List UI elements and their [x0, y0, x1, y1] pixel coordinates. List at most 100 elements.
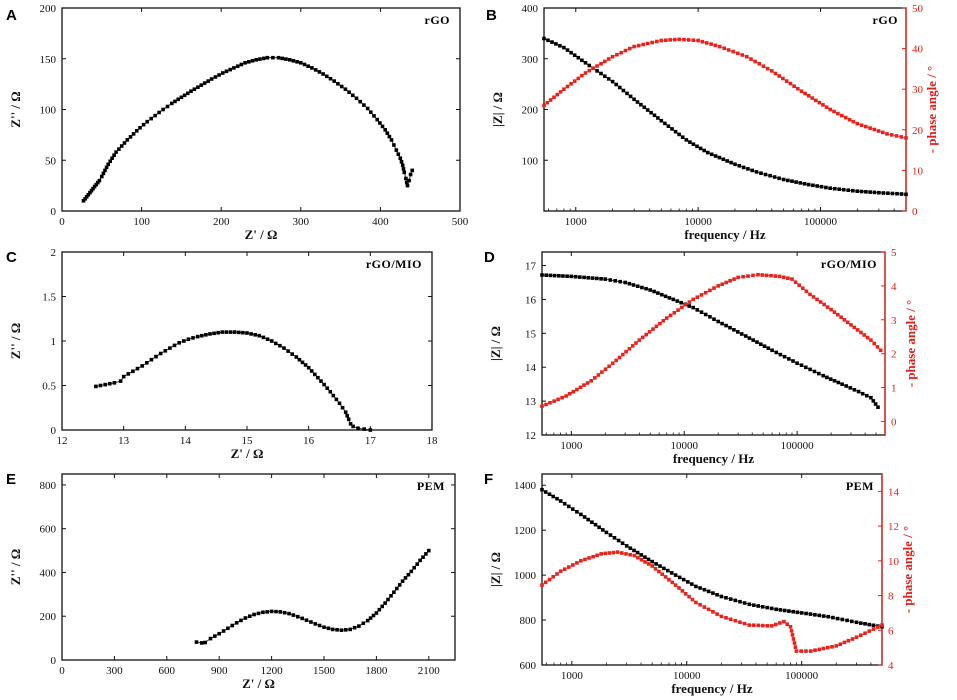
data-point — [824, 105, 829, 109]
data-point — [114, 150, 118, 154]
y2-tick-label: 10 — [888, 556, 900, 568]
data-point — [708, 288, 712, 293]
data-point — [599, 552, 603, 556]
y-axis: 12 13 14 15 16 17 |Z| / Ω — [488, 261, 546, 442]
panel-title: PEM — [846, 479, 874, 493]
panel-letter: F — [484, 471, 493, 488]
x-tick-label: 300 — [106, 665, 123, 677]
data-point — [309, 620, 313, 624]
data-point — [859, 123, 864, 127]
data-point — [614, 82, 618, 87]
data-point — [591, 66, 595, 71]
panel-title: PEM — [417, 479, 445, 493]
data-point — [131, 369, 135, 374]
data-point — [554, 42, 558, 46]
data-point — [540, 404, 544, 408]
data-point — [702, 148, 706, 153]
data-point — [778, 352, 783, 357]
data-point — [672, 37, 677, 42]
series-nyquist — [94, 330, 373, 432]
data-point — [815, 184, 819, 188]
data-point — [793, 280, 798, 284]
data-point — [643, 560, 647, 564]
data-point — [711, 591, 715, 595]
data-point — [720, 321, 724, 326]
data-point — [89, 188, 94, 193]
y2-tick-label: 0 — [891, 416, 897, 428]
data-point — [695, 295, 700, 299]
data-point — [819, 184, 824, 189]
data-point — [567, 392, 572, 396]
series-line — [541, 551, 883, 652]
data-point — [790, 179, 794, 183]
data-point — [400, 579, 405, 583]
x-tick-label: 18 — [427, 435, 439, 447]
data-point — [345, 414, 349, 418]
data-point — [765, 605, 769, 610]
data-point — [899, 192, 904, 196]
data-point — [325, 74, 329, 79]
y-axis-title: Z'' / Ω — [8, 323, 23, 359]
data-point — [646, 557, 651, 562]
data-point — [859, 633, 863, 637]
data-point — [627, 281, 632, 286]
data-point — [786, 178, 790, 183]
data-point — [404, 176, 408, 181]
data-point — [378, 121, 382, 125]
data-point — [558, 44, 562, 48]
data-point — [842, 640, 847, 645]
data-point — [295, 60, 299, 64]
data-point — [575, 561, 579, 565]
data-point — [832, 186, 837, 191]
data-point — [409, 569, 414, 574]
data-point — [817, 100, 822, 105]
data-point — [606, 77, 611, 81]
data-point — [703, 290, 708, 295]
data-point — [752, 603, 756, 607]
data-point — [84, 195, 89, 199]
data-point — [709, 152, 714, 157]
data-point — [635, 284, 640, 288]
data-point — [265, 55, 270, 60]
data-point — [743, 334, 748, 338]
data-point — [862, 333, 867, 337]
x-tick-label: 1500 — [313, 665, 336, 677]
data-point — [199, 83, 204, 87]
data-point — [403, 576, 408, 580]
data-point — [781, 76, 785, 81]
data-point — [243, 616, 248, 620]
data-point — [713, 154, 718, 158]
data-point — [852, 388, 857, 392]
data-point — [724, 596, 728, 600]
data-point — [306, 64, 310, 68]
data-point — [269, 609, 274, 614]
data-point — [696, 38, 700, 43]
data-point — [755, 340, 759, 344]
data-point — [747, 602, 752, 607]
data-point — [587, 63, 592, 68]
panel-letter: A — [6, 7, 17, 24]
data-point — [677, 575, 682, 580]
data-point — [761, 623, 765, 628]
data-point — [835, 616, 840, 621]
data-point — [747, 336, 752, 340]
data-point — [343, 87, 348, 91]
data-point — [821, 373, 825, 378]
data-point — [719, 594, 724, 599]
data-point — [571, 389, 576, 394]
data-point — [770, 69, 774, 73]
data-point — [319, 379, 323, 383]
y-tick-label: 0 — [51, 206, 57, 218]
data-point — [237, 330, 241, 335]
data-point — [154, 354, 158, 359]
data-point — [834, 644, 839, 648]
data-point — [682, 37, 686, 42]
data-point — [599, 71, 603, 76]
x-tick-label: 17 — [365, 435, 377, 447]
data-point — [826, 614, 830, 619]
data-point — [632, 44, 636, 49]
data-point — [125, 138, 130, 142]
data-point — [777, 74, 781, 78]
y-tick-label: 16 — [525, 294, 537, 306]
